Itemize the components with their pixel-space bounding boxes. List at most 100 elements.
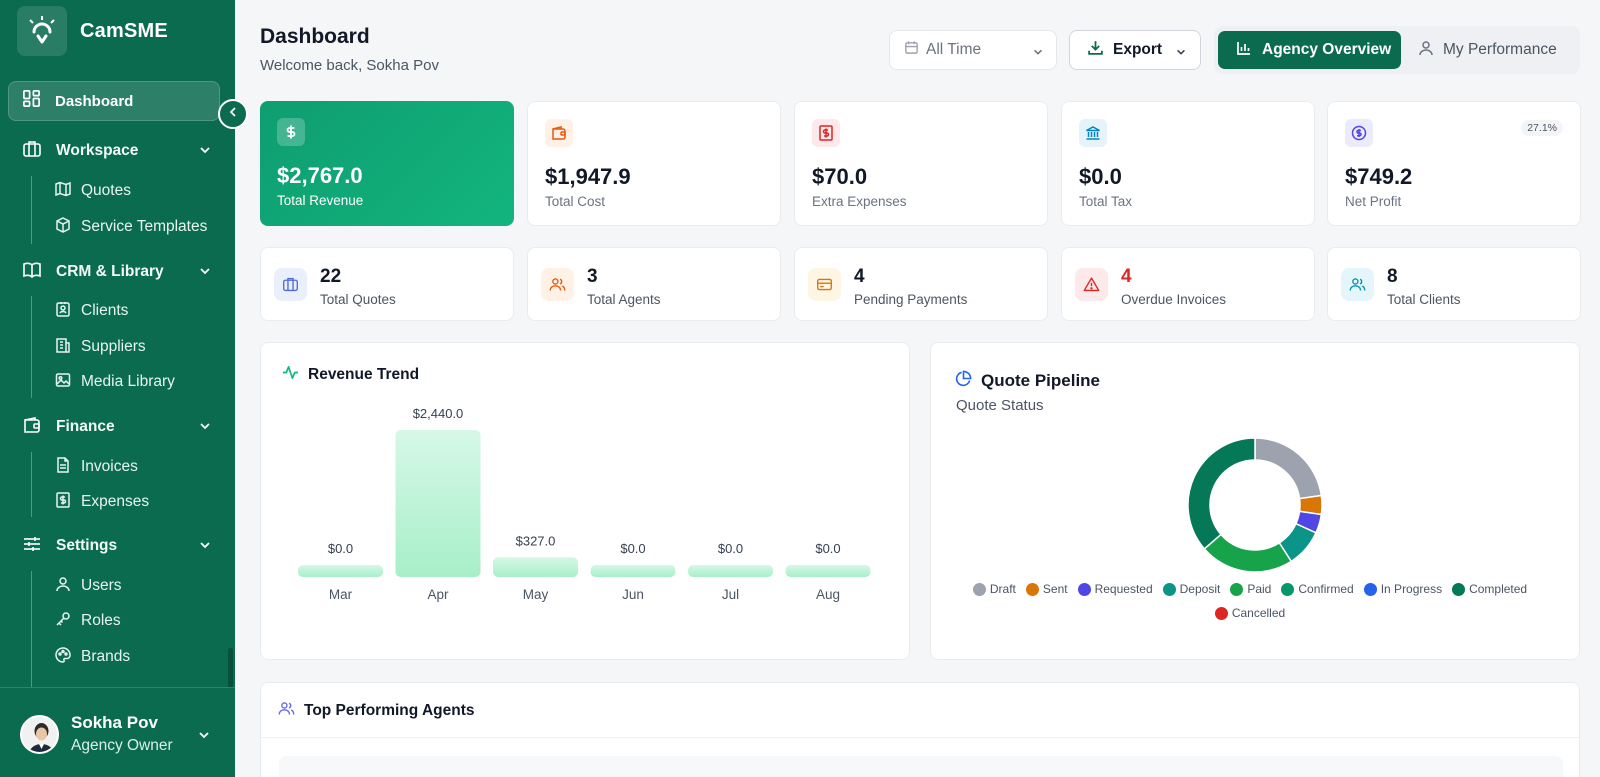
revenue-bar-chart: $0.0 Mar $2,440.0 Apr $327.0 May $0.0 Jun $0.0 Ju… [298,406,871,602]
count-value: 3 [587,266,598,287]
stat-label: Net Profit [1345,194,1402,209]
legend-item-sent[interactable]: Sent [1025,582,1068,596]
count-label: Total Agents [587,292,661,307]
legend-swatch [1281,582,1295,596]
user-name: Sokha Pov [71,713,158,732]
sidebar-item-expenses[interactable]: Expenses [55,490,149,514]
sidebar-item-quotes[interactable]: Quotes [55,179,131,203]
sidebar-item-brands[interactable]: Brands [55,645,130,669]
box-icon [55,216,71,238]
legend-item-requested[interactable]: Requested [1077,582,1153,596]
legend-label: Draft [989,582,1016,596]
bar-value-label: $0.0 [328,541,353,556]
briefcase-icon [22,139,42,164]
bar-apr[interactable] [395,430,481,577]
count-card-overdue-invoices: 4 Overdue Invoices [1061,247,1315,321]
chevron-down-icon [1175,45,1187,63]
sidebar-section-settings[interactable]: Settings [22,534,212,558]
sidebar-scrollbar[interactable] [228,648,233,688]
agency-overview-tab[interactable]: Agency Overview [1218,31,1401,69]
bar-may[interactable] [493,557,578,577]
map-icon [55,181,71,202]
sidebar-item-service-templates[interactable]: Service Templates [55,215,207,239]
sidebar-item-dashboard[interactable]: Dashboard [8,81,220,121]
my-performance-tab[interactable]: My Performance [1414,31,1574,69]
donut-slice-paid[interactable] [1203,533,1293,573]
bar-jun[interactable] [590,565,676,577]
count-label: Total Quotes [320,292,396,307]
count-label: Total Clients [1387,292,1461,307]
sidebar-item-label: Users [81,577,122,594]
count-card-total-agents: 3 Total Agents [527,247,781,321]
sidebar-section-crm-library[interactable]: CRM & Library [22,260,212,284]
legend-swatch [1452,582,1466,596]
palette-icon [55,646,71,668]
panel-title: Revenue Trend [308,366,420,383]
stat-value: $0.0 [1079,164,1122,189]
donut-slice-completed[interactable] [1187,437,1256,550]
stat-value: $1,947.9 [545,164,631,189]
legend-item-completed[interactable]: Completed [1452,582,1527,596]
section-label: Finance [56,418,115,435]
sidebar-item-clients[interactable]: Clients [55,299,128,323]
dashboard-grid-icon [22,89,41,113]
tab-label: Agency Overview [1262,41,1392,58]
bar-value-label: $0.0 [718,541,743,556]
brand-name: CamSME [80,19,168,42]
top-agents-header: Top Performing Agents [278,700,475,722]
chevron-down-icon [197,728,211,747]
legend-item-deposit[interactable]: Deposit [1162,582,1220,596]
x-tick-label: Mar [329,587,353,602]
count-value: 4 [854,266,865,287]
sidebar-item-roles[interactable]: Roles [55,609,121,633]
pie-chart-icon [955,370,972,392]
export-button[interactable]: Export [1069,30,1201,70]
count-label: Pending Payments [854,292,968,307]
legend-item-confirmed[interactable]: Confirmed [1281,582,1354,596]
page-title: Dashboard [260,25,370,48]
page-subtitle: Welcome back, Sokha Pov [260,57,439,74]
building-icon [55,337,71,358]
sidebar-item-media-library[interactable]: Media Library [55,370,175,394]
bar-mar[interactable] [298,565,383,577]
sidebar-item-invoices[interactable]: Invoices [55,455,138,479]
wallet-icon [545,119,573,147]
bar-aug[interactable] [785,565,871,577]
time-filter-select[interactable]: All Time [889,30,1057,70]
sidebar-section-workspace[interactable]: Workspace [22,139,212,163]
agent-row[interactable] [279,756,1563,777]
legend-item-in-progress[interactable]: In Progress [1363,582,1442,596]
bar-value-label: $0.0 [815,541,840,556]
legend-item-cancelled[interactable]: Cancelled [1214,606,1286,620]
sidebar-item-suppliers[interactable]: Suppliers [55,335,146,359]
sidebar-item-label: Roles [81,612,121,629]
count-card-total-quotes: 22 Total Quotes [260,247,514,321]
stat-label: Total Revenue [277,193,364,208]
sidebar-collapse-button[interactable] [218,99,248,129]
sidebar-item-label: Clients [81,302,129,319]
brand[interactable]: CamSME [17,6,168,56]
sidebar-item-users[interactable]: Users [55,574,121,598]
x-tick-label: Apr [427,587,449,602]
stat-value: $749.2 [1345,164,1413,189]
sidebar-section-finance[interactable]: Finance [22,415,212,439]
sliders-icon [22,534,42,559]
stat-label: Extra Expenses [812,194,907,209]
legend-label: Completed [1469,582,1528,596]
download-icon [1087,39,1104,61]
donut-slice-draft[interactable] [1254,437,1323,500]
contact-icon [55,301,71,322]
panel-title: Top Performing Agents [304,702,475,719]
legend-item-paid[interactable]: Paid [1230,582,1271,596]
donut-legend: Draft Sent Requested Deposit Paid Confirmed In… [950,582,1550,620]
x-tick-label: Aug [816,587,840,602]
legend-item-draft[interactable]: Draft [972,582,1016,596]
divider [261,737,1581,738]
bar-jul[interactable] [688,565,773,577]
legend-label: Sent [1042,582,1068,596]
user-profile[interactable]: Sokha Pov Agency Owner [0,687,235,777]
bar-value-label: $2,440.0 [413,406,464,421]
receipt-dollar-icon [55,491,71,513]
key-icon [55,611,71,632]
legend-label: Cancelled [1231,606,1286,620]
